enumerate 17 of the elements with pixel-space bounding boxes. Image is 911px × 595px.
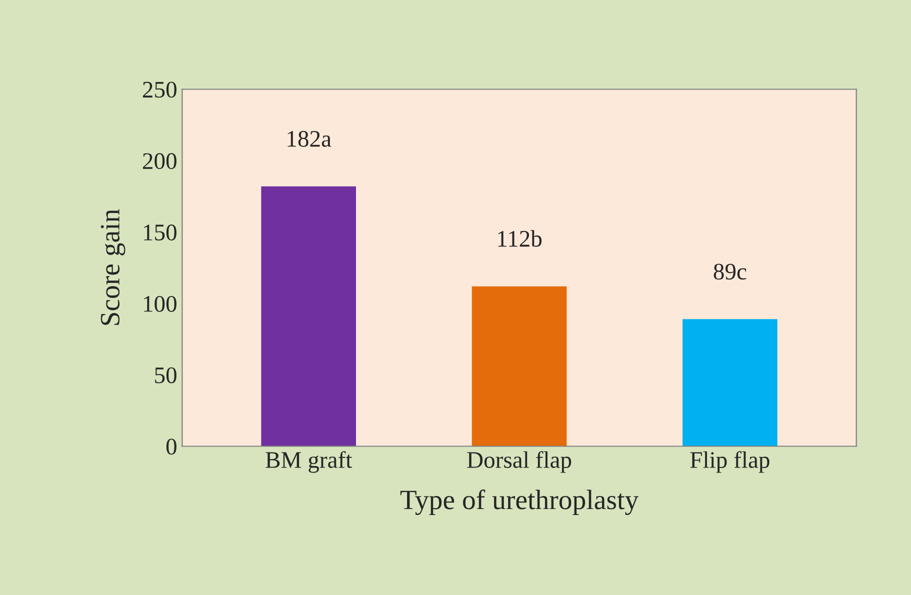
data-label: 89c — [714, 264, 746, 280]
bar — [682, 319, 778, 446]
x-tick-label: BM graft — [266, 451, 352, 473]
bar — [472, 286, 567, 446]
x-tick-label: Flip flap — [690, 451, 770, 473]
y-tick-label: 0 — [166, 438, 176, 455]
y-axis-title: Score gain — [100, 209, 126, 325]
y-tick-label: 150 — [144, 224, 176, 240]
y-tick-label: 100 — [144, 296, 176, 312]
data-label: 112b — [498, 230, 542, 247]
y-tick-label: 200 — [142, 153, 176, 170]
y-tick-label: 250 — [142, 82, 176, 98]
bar — [261, 186, 356, 446]
x-tick-label: Dorsal flap — [467, 451, 572, 473]
y-tick-label: 50 — [155, 367, 176, 384]
data-label: 182a — [288, 130, 332, 147]
x-axis-title: Type of urethroplasty — [400, 489, 639, 516]
